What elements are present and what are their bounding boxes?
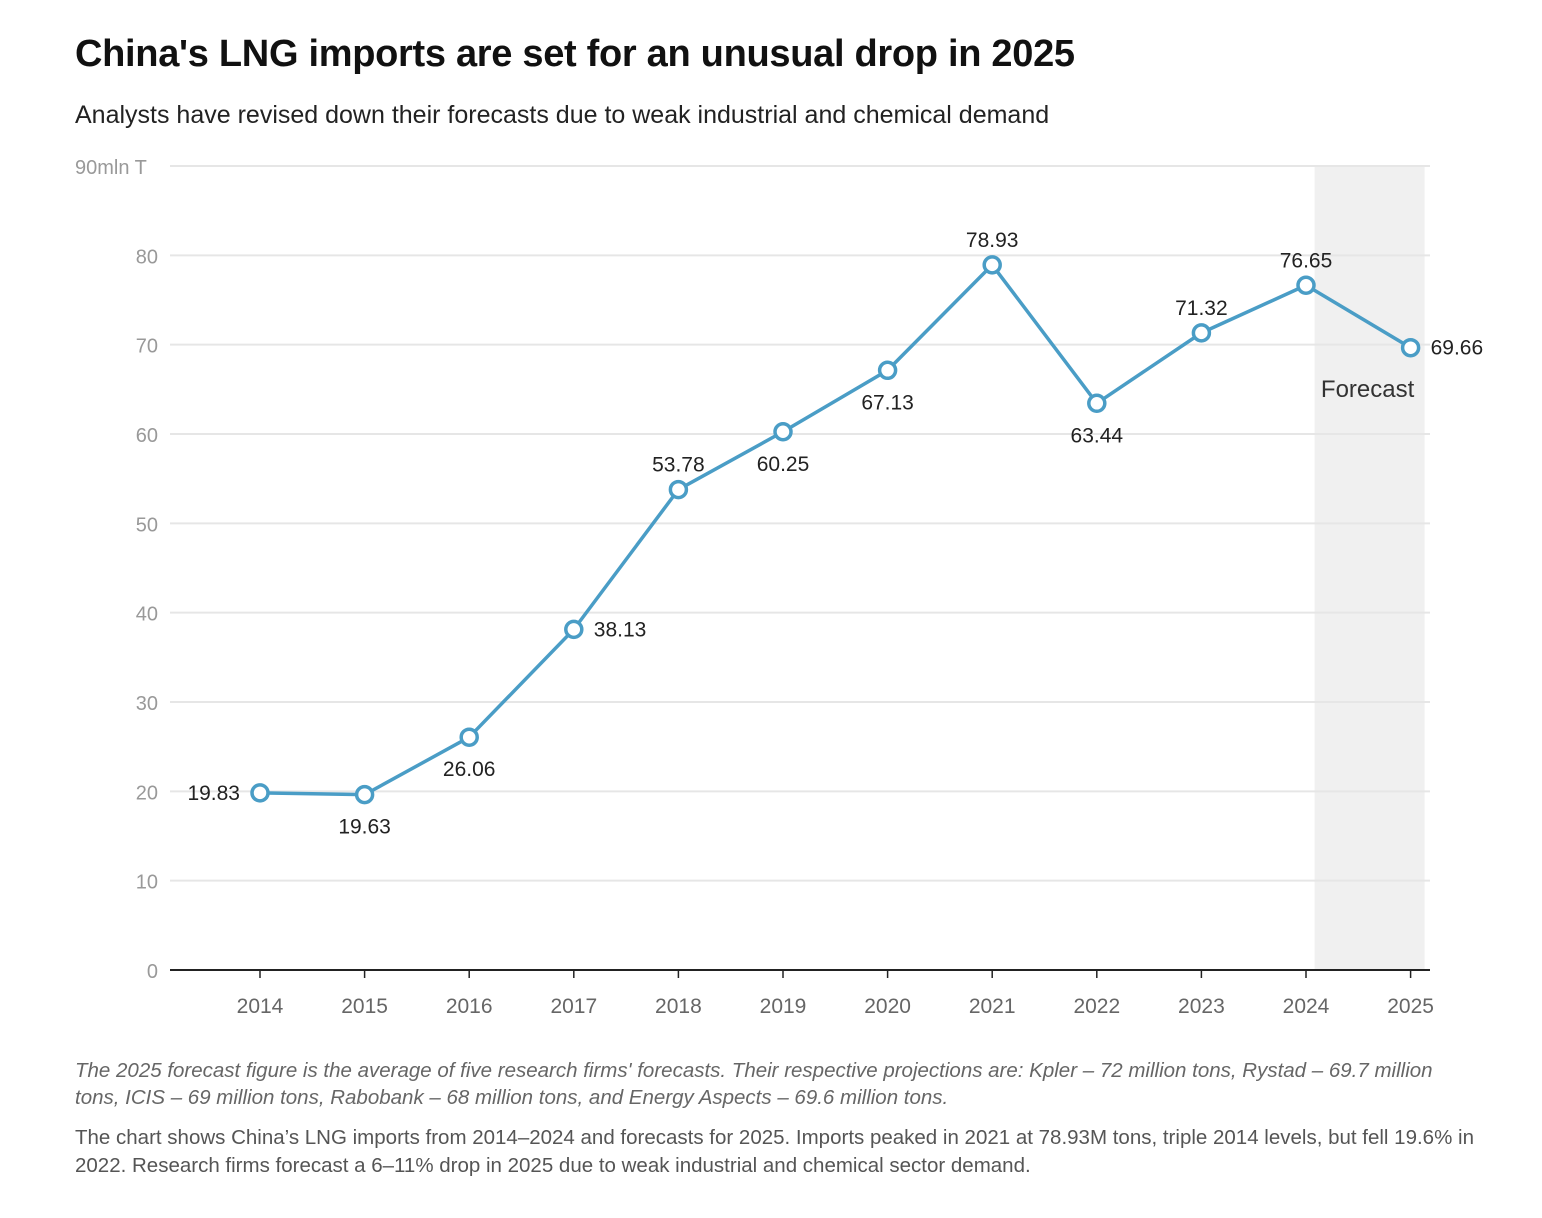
data-label: 19.83: [187, 782, 240, 805]
data-label: 76.65: [1280, 249, 1333, 272]
chart-description: The chart shows China’s LNG imports from…: [75, 1126, 1474, 1177]
chart-subtitle: Analysts have revised down their forecas…: [75, 101, 1050, 129]
data-point: [564, 619, 584, 640]
data-label: 19.63: [338, 816, 391, 839]
y-tick-label: 50: [136, 514, 158, 536]
x-tick-label: 2019: [760, 995, 807, 1018]
data-point: [1296, 275, 1316, 296]
y-tick-label: 20: [136, 782, 158, 804]
x-tick-label: 2023: [1178, 995, 1225, 1018]
x-tick-label: 2017: [550, 995, 597, 1018]
forecast-label: Forecast: [1321, 376, 1415, 403]
data-label: 71.32: [1175, 297, 1228, 320]
y-tick-label: 90mln T: [75, 157, 147, 179]
data-point: [1087, 393, 1107, 414]
data-point: [668, 479, 689, 500]
data-point: [1400, 337, 1421, 358]
y-tick-label: 70: [136, 336, 158, 358]
line-chart: Forecast 0 10 20 30 40 50 60 70 80 90mln T 2014 2015…: [75, 157, 1484, 1018]
chart-title: China's LNG imports are set for an unusu…: [75, 33, 1075, 75]
x-tick-label: 2024: [1283, 995, 1330, 1018]
data-label: 26.06: [443, 758, 496, 781]
data-point: [982, 255, 1002, 275]
data-point: [773, 422, 793, 442]
series-line: [259, 263, 1412, 797]
y-tick-label: 40: [136, 604, 158, 626]
data-label: 63.44: [1071, 424, 1124, 447]
y-tick-label: 30: [136, 693, 158, 715]
x-tick-label: 2014: [237, 995, 284, 1018]
x-tick-label: 2020: [864, 995, 911, 1018]
y-tick-label: 80: [136, 246, 158, 268]
x-tick-label: 2025: [1387, 995, 1434, 1018]
data-point: [354, 784, 375, 805]
y-tick-label: 0: [147, 961, 158, 983]
data-point: [1191, 323, 1212, 343]
data-label: 38.13: [594, 618, 647, 641]
data-point: [459, 727, 479, 747]
x-tick-label: 2016: [446, 995, 493, 1018]
data-point: [877, 360, 898, 381]
data-label: 78.93: [966, 229, 1019, 252]
x-tick-label: 2018: [655, 995, 702, 1018]
data-label: 67.13: [861, 391, 914, 414]
forecast-region: [1314, 166, 1425, 970]
data-label: 53.78: [652, 454, 705, 477]
y-tick-label: 60: [136, 425, 158, 447]
y-tick-label: 10: [136, 872, 158, 894]
x-tick-label: 2022: [1073, 995, 1120, 1018]
x-tick-label: 2015: [341, 995, 388, 1018]
forecast-note: The 2025 forecast figure is the average …: [75, 1059, 1433, 1109]
x-tick-label: 2021: [969, 995, 1016, 1018]
data-label: 60.25: [757, 453, 810, 476]
data-point: [250, 783, 270, 803]
data-label: 69.66: [1431, 337, 1484, 360]
